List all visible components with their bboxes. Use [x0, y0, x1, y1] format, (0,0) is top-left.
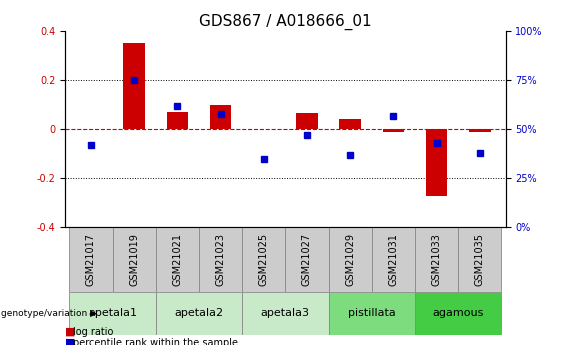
Text: GSM21021: GSM21021 — [172, 233, 182, 286]
Text: apetala1: apetala1 — [88, 308, 137, 318]
Text: GSM21027: GSM21027 — [302, 233, 312, 286]
Text: percentile rank within the sample: percentile rank within the sample — [73, 338, 238, 345]
Text: GSM21025: GSM21025 — [259, 233, 269, 286]
Bar — [296, 113, 318, 129]
Bar — [372, 227, 415, 292]
Text: apetala3: apetala3 — [261, 308, 310, 318]
Bar — [242, 292, 328, 335]
Bar — [469, 129, 490, 132]
Text: GSM21023: GSM21023 — [215, 233, 225, 286]
Bar — [285, 227, 328, 292]
Bar — [199, 227, 242, 292]
Text: GSM21031: GSM21031 — [388, 233, 398, 286]
Text: genotype/variation ▶: genotype/variation ▶ — [1, 309, 97, 318]
Bar — [242, 227, 285, 292]
Bar — [210, 105, 231, 129]
Bar — [340, 119, 361, 129]
Text: log ratio: log ratio — [73, 327, 114, 337]
Title: GDS867 / A018666_01: GDS867 / A018666_01 — [199, 13, 372, 30]
Text: GSM21019: GSM21019 — [129, 233, 139, 286]
Text: agamous: agamous — [432, 308, 484, 318]
Text: GSM21035: GSM21035 — [475, 233, 485, 286]
Text: ■: ■ — [65, 326, 76, 336]
Bar — [69, 292, 156, 335]
Text: GSM21017: GSM21017 — [86, 233, 96, 286]
Text: GSM21033: GSM21033 — [432, 233, 441, 286]
Text: pistillata: pistillata — [348, 308, 396, 318]
Bar — [167, 112, 188, 129]
Text: ■: ■ — [65, 338, 76, 345]
Bar — [123, 43, 145, 129]
Bar — [156, 292, 242, 335]
Bar — [156, 227, 199, 292]
Bar — [415, 227, 458, 292]
Bar — [69, 227, 112, 292]
Text: apetala2: apetala2 — [175, 308, 224, 318]
Bar — [383, 129, 404, 132]
Bar — [328, 227, 372, 292]
Bar — [458, 227, 501, 292]
Bar — [112, 227, 156, 292]
Text: GSM21029: GSM21029 — [345, 233, 355, 286]
Bar — [426, 129, 447, 196]
Bar — [328, 292, 415, 335]
Bar — [415, 292, 501, 335]
